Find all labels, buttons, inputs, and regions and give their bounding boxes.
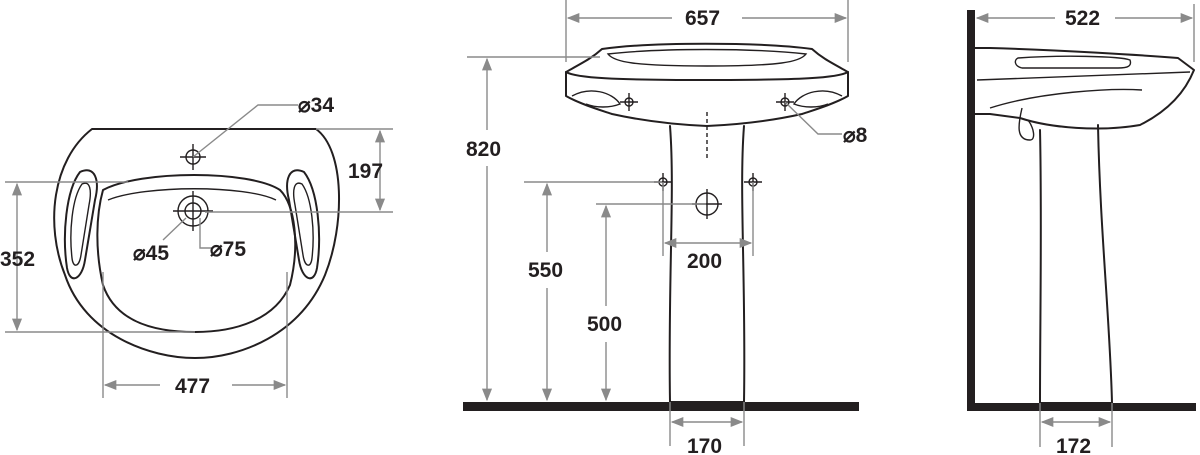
top-width-label: 477: [175, 375, 210, 398]
front-pedestal-base-label: 170: [687, 435, 722, 455]
front-view: 657 820 ⌀8 200 550 500 170: [463, 0, 868, 455]
front-overall-width-label: 657: [685, 7, 720, 30]
side-pedestal-base-label: 172: [1056, 435, 1091, 455]
side-pedestal: [1039, 124, 1113, 404]
basin-outer-outline: [53, 128, 341, 359]
drain-hole-icon: [173, 191, 213, 231]
side-basin-rim: [976, 71, 1191, 81]
side-basin-outline: [974, 47, 1195, 130]
front-fixing-hole-left-icon: [620, 93, 638, 111]
side-wall: [967, 10, 975, 411]
front-waste-height-label: 500: [587, 313, 622, 336]
front-total-height-label: 820: [466, 138, 501, 161]
side-trap-pipe: [1018, 107, 1035, 141]
basin-rim-inner: [107, 188, 277, 201]
right-handle-slot: [286, 169, 321, 280]
top-drain-ring-label: ⌀75: [210, 238, 246, 261]
front-pedestal: [668, 125, 746, 403]
side-depth-label: 522: [1065, 7, 1100, 30]
side-floor-line: [967, 403, 1196, 411]
basin-bowl-outline: [96, 174, 297, 333]
front-supply-spacing-label: 200: [687, 250, 722, 273]
top-view: ⌀34 197 352 ⌀45 ⌀75 477: [0, 94, 393, 398]
front-basin-left-scroll: [571, 90, 622, 108]
front-fixing-hole-label: ⌀8: [843, 124, 868, 147]
side-view: 522 172: [967, 4, 1196, 455]
right-handle-slot-inner: [293, 182, 314, 266]
front-floor-line: [463, 402, 859, 411]
front-supply-height-label: 550: [528, 259, 563, 282]
left-handle-slot-inner: [70, 182, 91, 266]
left-handle-slot: [63, 169, 98, 280]
top-drain-hole-label: ⌀45: [133, 242, 169, 265]
front-basin-right-scroll: [792, 90, 843, 108]
top-tap-hole-label: ⌀34: [298, 94, 334, 117]
side-basin-slot: [1014, 55, 1132, 69]
front-basin-rim: [606, 48, 808, 67]
side-basin-bowl: [989, 88, 1143, 109]
top-depth-label: 352: [0, 248, 35, 271]
top-tap-offset-label: 197: [348, 160, 383, 183]
